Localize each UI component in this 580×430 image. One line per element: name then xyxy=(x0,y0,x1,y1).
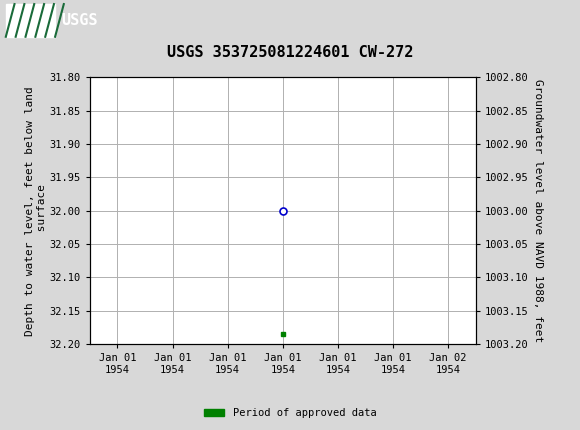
Bar xyxy=(6,4,55,37)
Y-axis label: Depth to water level, feet below land
 surface: Depth to water level, feet below land su… xyxy=(26,86,47,335)
Legend: Period of approved data: Period of approved data xyxy=(200,404,380,423)
Text: USGS: USGS xyxy=(61,13,97,28)
Y-axis label: Groundwater level above NAVD 1988, feet: Groundwater level above NAVD 1988, feet xyxy=(532,79,542,342)
Text: USGS 353725081224601 CW-272: USGS 353725081224601 CW-272 xyxy=(167,45,413,60)
